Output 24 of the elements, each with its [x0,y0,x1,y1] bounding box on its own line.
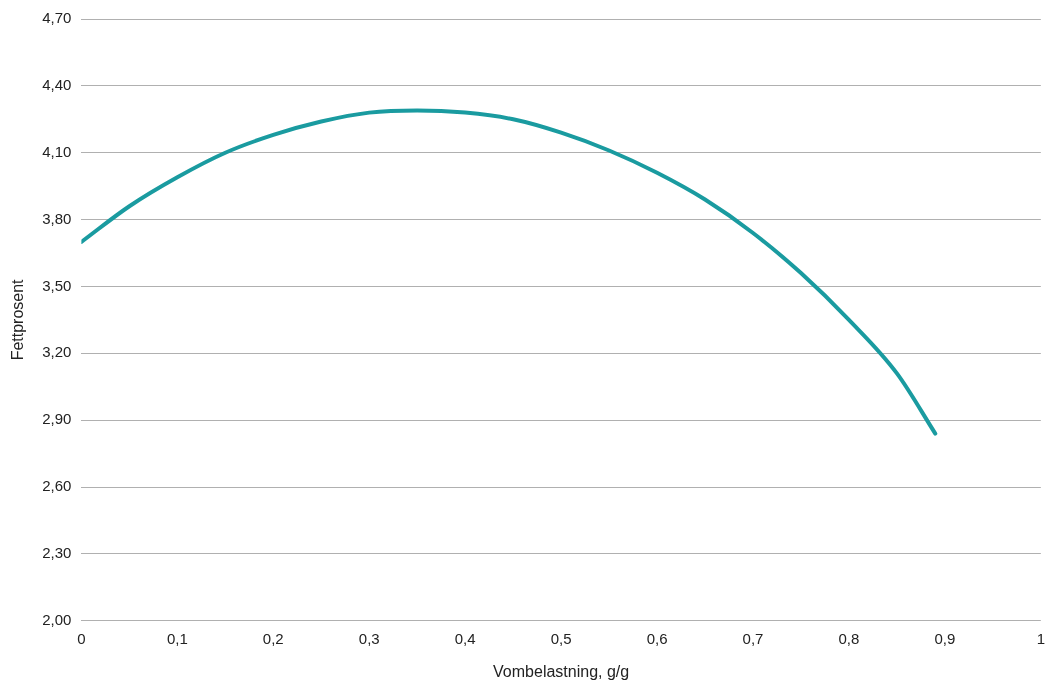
x-tick-label: 0,7 [742,629,764,647]
y-tick-label: 3,80 [42,209,72,227]
x-tick-label: 0,8 [838,629,860,647]
y-axis-title: Fettprosent [9,278,27,361]
y-tick-label: 2,90 [42,410,72,428]
x-tick-label: 1 [1036,629,1045,647]
x-tick-label: 0,3 [358,629,380,647]
y-tick-label: 3,50 [42,276,72,294]
x-tick-label: 0,6 [646,629,668,647]
x-tick-label: 0 [77,629,86,647]
y-tick-label: 2,60 [42,477,72,495]
y-tick-label: 4,70 [42,9,72,27]
line-series [81,108,938,436]
x-tick-label: 0,1 [166,629,188,647]
x-tick-label: 0,2 [262,629,284,647]
y-tick-label: 3,20 [42,343,72,361]
y-tick-label: 2,00 [42,610,72,628]
x-tick-label: 0,5 [550,629,572,647]
x-tick-label: 0,4 [454,629,476,647]
y-tick-label: 4,40 [42,76,72,94]
y-tick-label: 2,30 [42,544,72,562]
x-axis-title: Vombelastning, g/g [493,662,630,680]
x-tick-label: 0,9 [934,629,956,647]
y-tick-label: 4,10 [42,142,72,160]
